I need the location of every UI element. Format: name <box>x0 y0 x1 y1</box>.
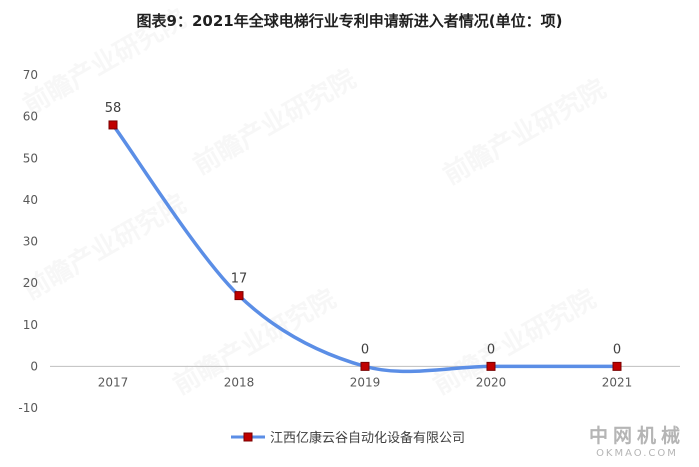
watermark-logo: 前瞻产业研究院 <box>188 63 361 181</box>
x-tick-label: 2017 <box>98 375 129 389</box>
brand-logo-cn: 中网机械 <box>588 425 685 447</box>
data-label: 58 <box>105 101 122 116</box>
data-label: 0 <box>361 342 369 357</box>
x-tick-label: 2018 <box>224 375 255 389</box>
data-point-marker <box>108 120 118 130</box>
x-tick-label: 2020 <box>476 375 507 389</box>
brand-logo-en: OKMAO.COM <box>596 448 678 459</box>
y-tick-label: 10 <box>23 318 38 332</box>
data-label: 0 <box>487 342 495 357</box>
watermark-logo: 前瞻产业研究院 <box>168 283 341 401</box>
y-tick-label: 30 <box>23 235 38 249</box>
data-point-marker <box>486 361 496 371</box>
data-labels: 58 17 0 0 0 <box>105 101 621 357</box>
legend-marker-swatch <box>243 432 253 442</box>
y-tick-label: -10 <box>18 401 38 415</box>
y-tick-label: 0 <box>30 359 38 373</box>
y-tick-label: 40 <box>23 193 38 207</box>
chart-title: 图表9：2021年全球电梯行业专利申请新进入者情况(单位：项) <box>136 12 563 30</box>
y-tick-label: 60 <box>23 110 38 124</box>
legend: 江西亿康云谷自动化设备有限公司 <box>231 430 465 446</box>
legend-label: 江西亿康云谷自动化设备有限公司 <box>270 430 465 446</box>
y-axis-tick-labels: 70 60 50 40 30 20 10 0 -10 <box>18 68 38 415</box>
data-label: 17 <box>231 272 248 287</box>
x-axis-tick-labels: 2017 2018 2019 2020 2021 <box>98 375 633 389</box>
data-point-marker <box>234 291 244 301</box>
y-tick-label: 50 <box>23 151 38 165</box>
watermark-logo: 前瞻产业研究院 <box>438 73 611 191</box>
x-tick-label: 2021 <box>602 375 633 389</box>
watermark-logo: 前瞻产业研究院 <box>18 188 191 306</box>
data-markers <box>108 120 622 371</box>
brand-logo: 中网机械 OKMAO.COM <box>589 421 685 459</box>
watermark-layer: 前瞻产业研究院 前瞻产业研究院 前瞻产业研究院 前瞻产业研究院 前瞻产业研究院 … <box>18 3 611 401</box>
y-tick-label: 70 <box>23 68 38 82</box>
series-line <box>111 123 619 374</box>
data-point-marker <box>360 361 370 371</box>
data-label: 0 <box>613 342 621 357</box>
data-point-marker <box>612 361 622 371</box>
y-tick-label: 20 <box>23 276 38 290</box>
x-tick-label: 2019 <box>350 375 381 389</box>
watermark-logo: 前瞻产业研究院 <box>428 283 601 401</box>
